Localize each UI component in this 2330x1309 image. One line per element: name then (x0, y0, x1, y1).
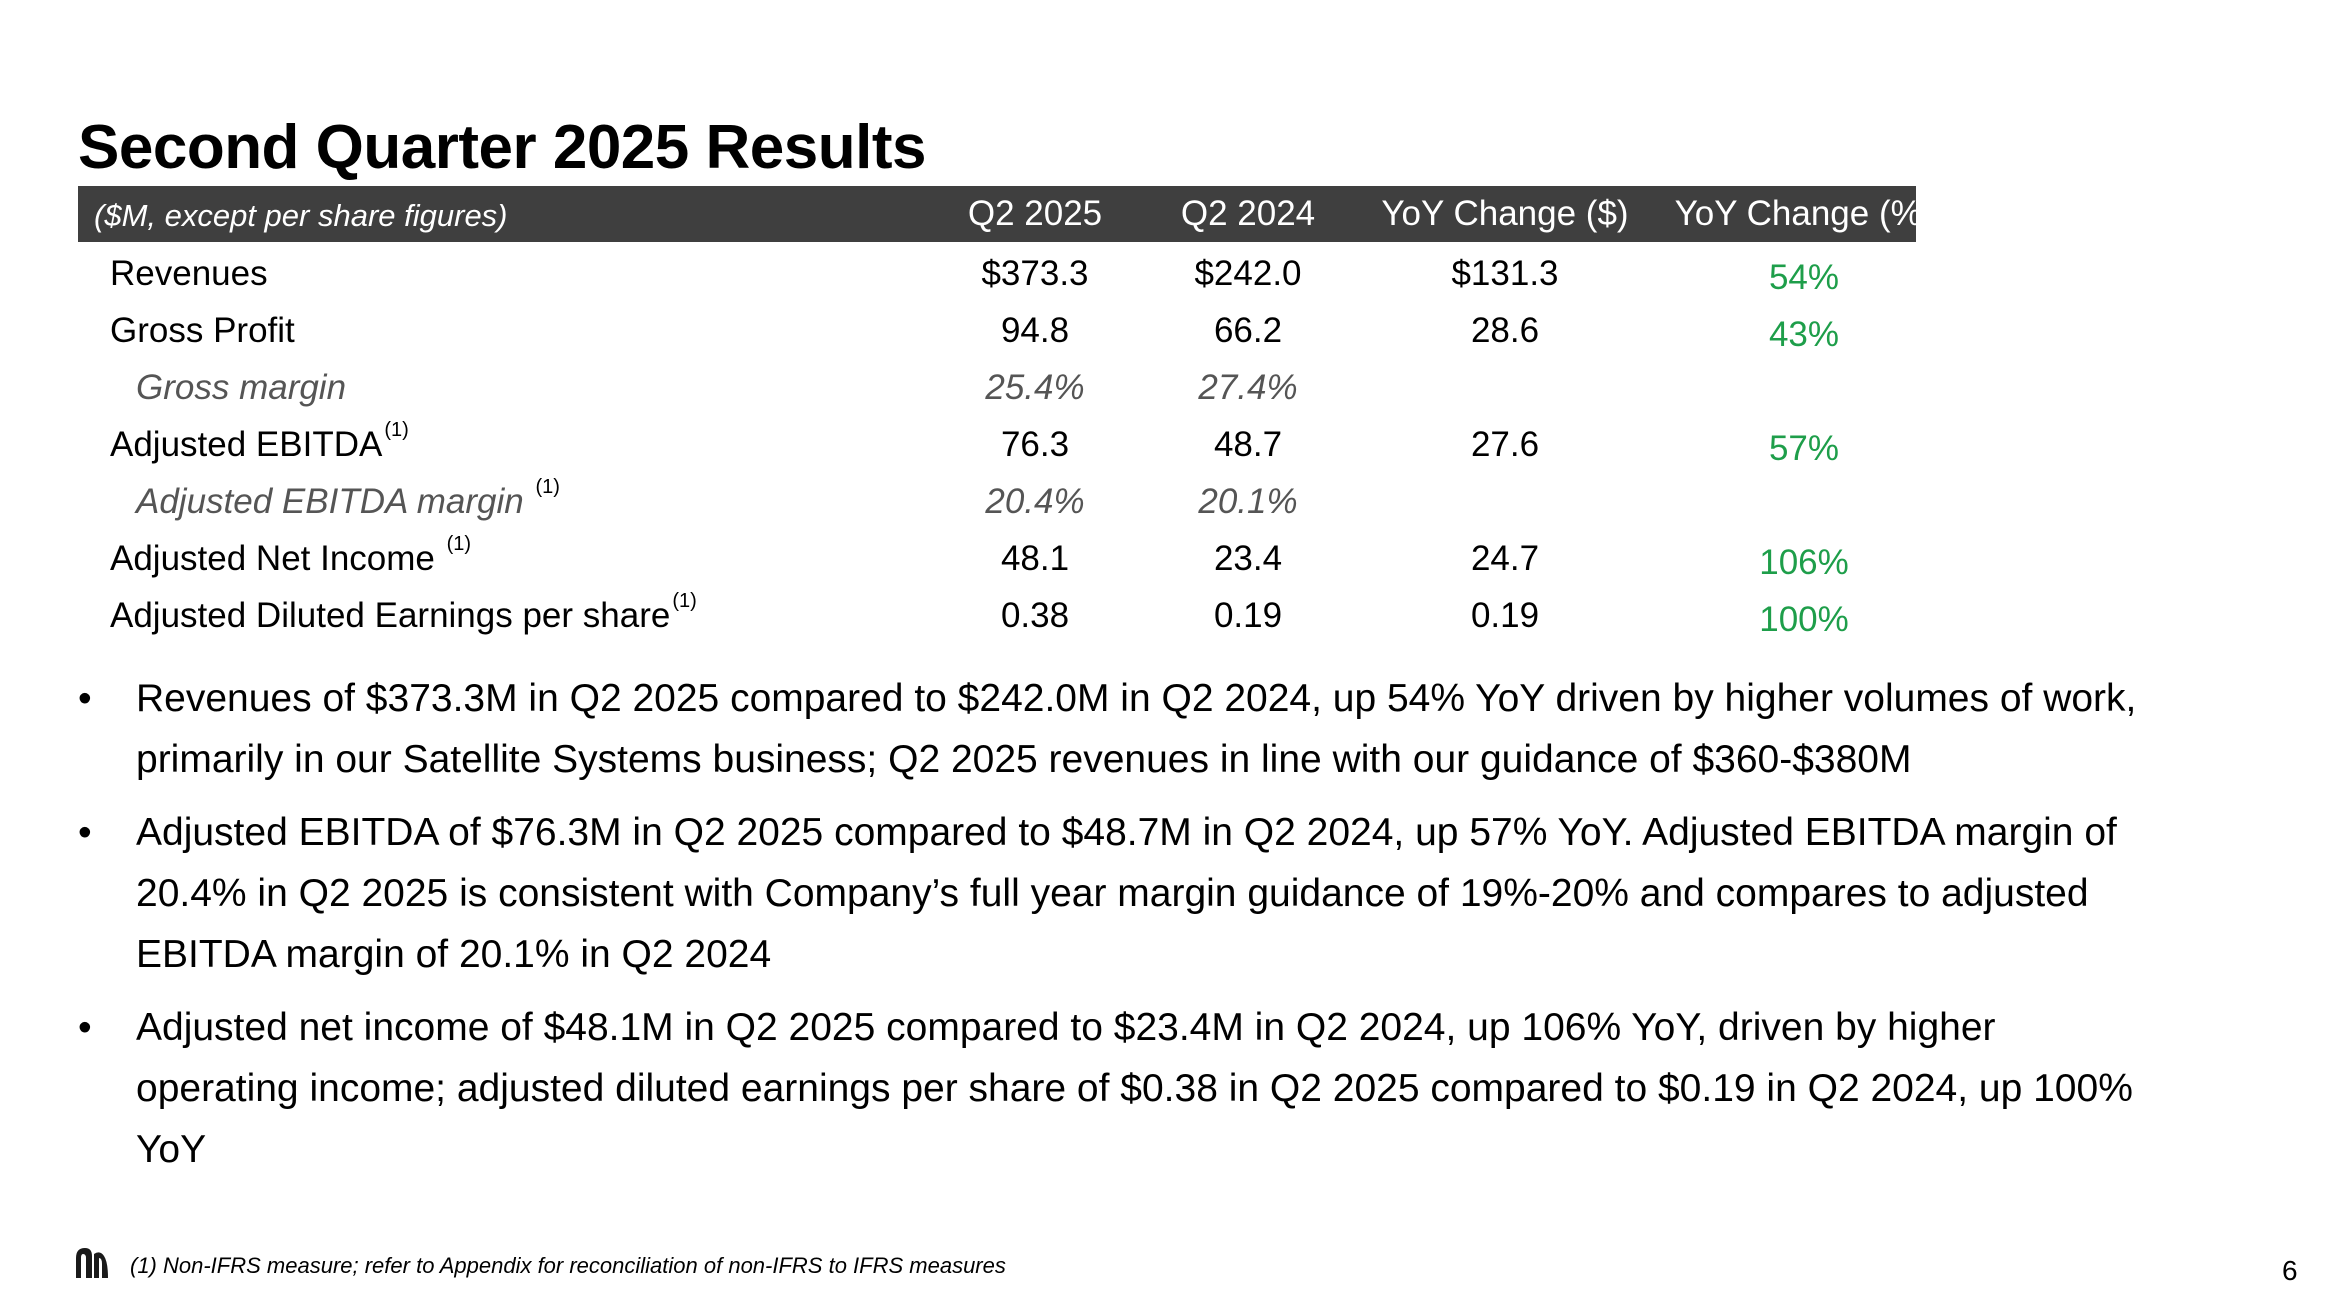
cell-q2-2024: 48.7 (1213, 425, 1283, 464)
col-yoy-pct: YoY Change (%) (1674, 194, 1934, 233)
cell-q2-2025: 25.4% (985, 368, 1085, 407)
bullet-text: Adjusted net income of $48.1M in Q2 2025… (136, 1006, 2133, 1171)
cell-yoy-dollar: 28.6 (1470, 311, 1540, 350)
cell-yoy-pct: 57% (1768, 429, 1840, 468)
cell-q2-2024: 66.2 (1213, 311, 1283, 350)
row-label: Adjusted EBITDA margin (1) (136, 476, 560, 521)
units-label: ($M, except per share figures) (94, 198, 508, 233)
cell-q2-2025: 20.4% (985, 482, 1085, 521)
cell-yoy-dollar: 24.7 (1470, 539, 1540, 578)
cell-q2-2024: 20.1% (1198, 482, 1298, 521)
cell-yoy-pct: 100% (1759, 600, 1849, 639)
bullet-text: Adjusted EBITDA of $76.3M in Q2 2025 com… (136, 811, 2117, 976)
row-label: Adjusted Net Income (1) (110, 533, 472, 578)
cell-yoy-dollar: 27.6 (1470, 425, 1540, 464)
cell-q2-2025: 94.8 (1000, 311, 1070, 350)
cell-q2-2025: 76.3 (1000, 425, 1070, 464)
bullet-symbol: • (78, 1006, 92, 1049)
footnote-marker: (1) (446, 533, 472, 555)
footnote-marker: (1) (384, 419, 409, 441)
table-row-revenues: Revenues $373.3 $242.0 $131.3 54% (78, 244, 1916, 301)
row-label: Adjusted EBITDA (1) (110, 419, 409, 464)
table-row-adjusted-eps: Adjusted Diluted Earnings per share (1) 0… (78, 586, 1916, 643)
footnote: (1) Non-IFRS measure; refer to Appendix … (130, 1253, 1006, 1278)
cell-yoy-pct: 106% (1759, 543, 1849, 582)
results-table: ($M, except per share figures) Q2 2025 Q… (78, 186, 1933, 643)
cell-q2-2024: 0.19 (1213, 596, 1283, 635)
cell-q2-2024: 23.4 (1213, 539, 1283, 578)
footnote-marker: (1) (535, 476, 560, 498)
col-q2-2024: Q2 2024 (1180, 194, 1316, 233)
cell-yoy-pct: 54% (1768, 258, 1840, 297)
bullet-text: Revenues of $373.3M in Q2 2025 compared … (136, 677, 2137, 781)
cell-q2-2024: $242.0 (1194, 254, 1302, 293)
bullet-item: • Adjusted EBITDA of $76.3M in Q2 2025 c… (78, 802, 2138, 985)
bullet-list: • Revenues of $373.3M in Q2 2025 compare… (78, 668, 2138, 1192)
row-label: Adjusted Diluted Earnings per share (1) (110, 590, 697, 635)
bullet-symbol: • (78, 811, 92, 854)
cell-q2-2025: 0.38 (1000, 596, 1070, 635)
table-row-gross-profit: Gross Profit 94.8 66.2 28.6 43% (78, 301, 1916, 358)
page-number: 6 (2282, 1255, 2298, 1286)
row-label: Gross margin (136, 368, 347, 407)
col-yoy-dollar: YoY Change ($) (1381, 194, 1629, 233)
row-label: Gross Profit (110, 311, 295, 350)
cell-yoy-dollar: 0.19 (1470, 596, 1540, 635)
cell-q2-2025: $373.3 (981, 254, 1089, 293)
bullet-item: • Adjusted net income of $48.1M in Q2 20… (78, 997, 2138, 1180)
bullet-symbol: • (78, 677, 92, 720)
page-title: Second Quarter 2025 Results (78, 113, 926, 182)
cell-yoy-pct: 43% (1768, 315, 1840, 354)
col-q2-2025: Q2 2025 (967, 194, 1103, 233)
row-label: Revenues (110, 254, 268, 293)
footnote-marker: (1) (672, 590, 697, 612)
cell-q2-2024: 27.4% (1198, 368, 1298, 407)
company-logo-icon (76, 1248, 108, 1278)
table-row-adjusted-ebitda-margin: Adjusted EBITDA margin (1) 20.4% 20.1% (78, 472, 1916, 529)
cell-yoy-dollar: $131.3 (1451, 254, 1559, 293)
table-row-adjusted-ebitda: Adjusted EBITDA (1) 76.3 48.7 27.6 57% (78, 415, 1916, 472)
cell-q2-2025: 48.1 (1000, 539, 1070, 578)
table-header: ($M, except per share figures) Q2 2025 Q… (78, 186, 1933, 242)
bullet-item: • Revenues of $373.3M in Q2 2025 compare… (78, 668, 2138, 790)
table-row-adjusted-net-income: Adjusted Net Income (1) 48.1 23.4 24.7 1… (78, 529, 1916, 586)
table-row-gross-margin: Gross margin 25.4% 27.4% (78, 358, 1916, 415)
